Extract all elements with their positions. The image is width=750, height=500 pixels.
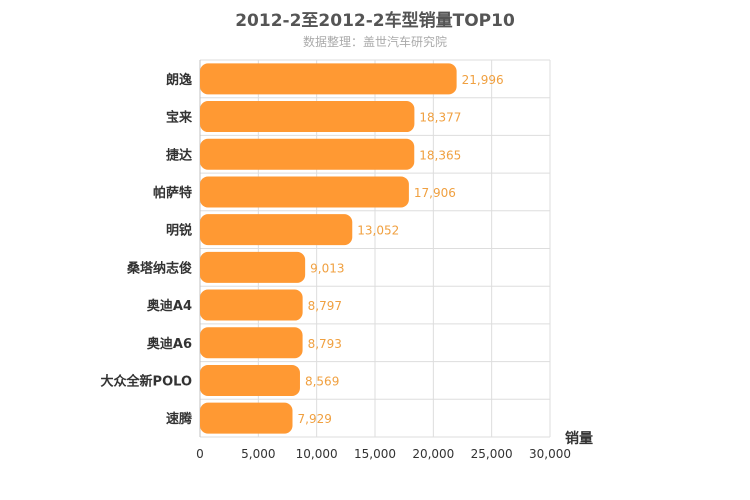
category-label: 明锐 xyxy=(166,223,192,239)
category-label: 大众全新POLO xyxy=(101,373,192,389)
category-label: 宝来 xyxy=(166,110,193,126)
data-label: 7,929 xyxy=(298,412,332,426)
chart-title: 2012-2至2012-2车型销量TOP10 xyxy=(235,11,515,31)
data-label: 9,013 xyxy=(310,261,344,275)
bars xyxy=(200,63,457,434)
category-label: 朗逸 xyxy=(166,72,192,88)
data-label: 8,569 xyxy=(305,374,339,388)
data-label: 21,996 xyxy=(462,73,504,87)
bar[interactable] xyxy=(200,402,293,434)
data-label: 18,377 xyxy=(419,111,461,125)
bar[interactable] xyxy=(200,327,303,359)
x-axis-title: 销量 xyxy=(565,430,593,447)
x-tick-label: 15,000 xyxy=(354,447,396,461)
data-label: 17,906 xyxy=(414,186,456,200)
labels: 0 5,000 10,000 15,000 20,000 25,000 30,000 朗逸 21… xyxy=(101,72,571,461)
bar[interactable] xyxy=(200,101,415,133)
bar[interactable] xyxy=(200,138,415,170)
data-label: 13,052 xyxy=(357,224,399,238)
x-tick-label: 25,000 xyxy=(471,447,513,461)
data-label: 8,797 xyxy=(308,299,342,313)
bar[interactable] xyxy=(200,251,306,283)
x-tick-label: 0 xyxy=(196,447,204,461)
chart-subtitle: 数据整理：盖世汽车研究院 xyxy=(302,35,447,49)
bar[interactable] xyxy=(200,63,457,95)
category-label: 捷达 xyxy=(166,147,192,163)
x-tick-label: 5,000 xyxy=(241,447,275,461)
bar[interactable] xyxy=(200,176,409,208)
x-tick-label: 20,000 xyxy=(412,447,454,461)
category-label: 帕萨特 xyxy=(153,185,192,201)
category-label: 奥迪A4 xyxy=(147,298,192,314)
category-label: 速腾 xyxy=(166,411,193,427)
bar[interactable] xyxy=(200,289,303,321)
data-label: 18,365 xyxy=(419,148,461,162)
x-tick-label: 30,000 xyxy=(529,447,571,461)
category-label: 奥迪A6 xyxy=(147,336,192,352)
bar[interactable] xyxy=(200,364,300,396)
x-tick-label: 10,000 xyxy=(296,447,338,461)
bar[interactable] xyxy=(200,214,353,246)
category-label: 桑塔纳志俊 xyxy=(126,260,192,276)
data-label: 8,793 xyxy=(308,337,342,351)
